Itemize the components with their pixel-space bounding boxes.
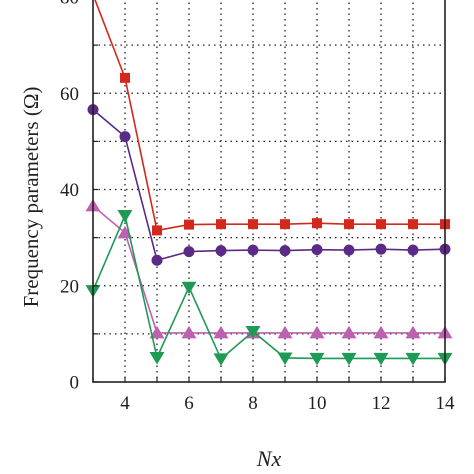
plot-frame bbox=[92, 0, 446, 383]
series-1-point bbox=[152, 225, 162, 236]
series-4-point bbox=[309, 352, 325, 366]
series-4-point bbox=[405, 352, 421, 366]
ticks: 4 6 8 10 12 14 0 20 40 60 80 bbox=[60, 0, 455, 414]
series-2-point bbox=[183, 246, 195, 258]
series-3 bbox=[85, 198, 453, 339]
x-tick-label: 4 bbox=[120, 393, 130, 414]
series-4 bbox=[85, 209, 453, 366]
y-tick-label: 60 bbox=[60, 84, 79, 105]
series-4-point bbox=[213, 353, 229, 366]
series-4-point bbox=[373, 352, 389, 366]
series-2-point bbox=[311, 244, 323, 256]
series-4-point bbox=[117, 209, 133, 223]
y-axis-label: Frequency parameters (Ω) bbox=[19, 87, 43, 308]
series-1-point bbox=[248, 219, 258, 230]
series-3-point bbox=[213, 325, 229, 339]
series-3-point bbox=[181, 325, 197, 339]
series-layer bbox=[85, 0, 453, 366]
series-4-point bbox=[341, 352, 357, 366]
series-3-point bbox=[373, 325, 389, 339]
series-3-point bbox=[277, 325, 293, 339]
y-tick-label: 80 bbox=[60, 0, 79, 9]
series-2-point bbox=[247, 244, 259, 256]
series-2-point bbox=[215, 245, 227, 257]
y-tick-label: 40 bbox=[60, 180, 79, 201]
x-tick-label: 14 bbox=[436, 393, 456, 414]
series-4-point bbox=[181, 281, 197, 295]
x-tick-label: 12 bbox=[372, 393, 391, 414]
series-3-point bbox=[309, 325, 325, 339]
series-1-point bbox=[312, 218, 322, 229]
series-4-point bbox=[245, 325, 261, 339]
series-3-point bbox=[149, 325, 165, 339]
series-1-point bbox=[216, 219, 226, 230]
series-1-point bbox=[376, 219, 386, 230]
series-4-point bbox=[277, 352, 293, 365]
x-tick-label: 6 bbox=[184, 393, 194, 414]
series-1-point bbox=[120, 72, 130, 83]
series-2-point bbox=[343, 244, 355, 256]
series-2-point bbox=[279, 245, 291, 257]
series-2-point bbox=[119, 131, 131, 143]
series-2-point bbox=[375, 243, 387, 255]
series-1-point bbox=[280, 219, 290, 230]
series-1-point bbox=[184, 219, 194, 230]
x-tick-label: 10 bbox=[308, 393, 327, 414]
x-tick-label: 8 bbox=[248, 393, 258, 414]
series-2-point bbox=[151, 254, 163, 266]
grid bbox=[93, 0, 445, 382]
series-2-point bbox=[407, 244, 419, 256]
series-3-point bbox=[405, 325, 421, 339]
series-4-point bbox=[149, 351, 165, 365]
series-3-point bbox=[341, 325, 357, 339]
y-tick-label: 0 bbox=[70, 373, 80, 394]
y-tick-label: 20 bbox=[60, 276, 79, 297]
series-4-line bbox=[92, 212, 445, 361]
x-axis-label: Nx bbox=[256, 446, 282, 471]
series-1-line bbox=[94, 0, 445, 232]
series-1 bbox=[94, 0, 450, 236]
series-1-point bbox=[344, 219, 354, 230]
series-1-point bbox=[408, 219, 418, 230]
series-3-line bbox=[92, 205, 445, 334]
series-2 bbox=[87, 104, 451, 266]
